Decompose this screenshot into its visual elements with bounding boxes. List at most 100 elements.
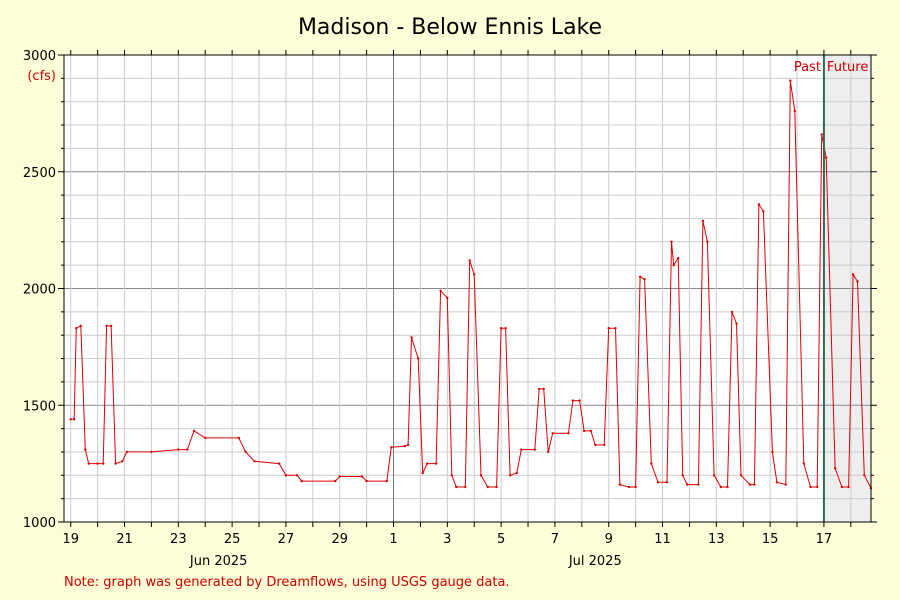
flow-data-point [406,443,410,447]
y-tick-label: 3000 [23,49,56,64]
flow-data-point [114,462,117,465]
flow-data-point [468,259,471,262]
flow-data-point [571,399,575,402]
flow-data-point [701,219,705,222]
flow-data-point [739,474,743,477]
flow-data-point [771,450,774,454]
x-tick-label: 21 [116,532,133,547]
flow-data-point [192,429,196,433]
y-tick-label: 1000 [23,516,56,531]
flow-data-point [656,481,660,484]
flow-data-point [426,462,429,465]
flow-data-point [473,273,476,276]
y-tick-label: 2000 [23,283,56,298]
flow-data-point [614,327,617,330]
flow-data-point [417,357,420,360]
flow-data-point [450,474,453,477]
flow-data-point [87,462,90,465]
flow-data-point [338,475,341,478]
flow-data-point [672,263,675,267]
flow-data-point [589,429,592,433]
flow-data-point [730,310,734,314]
flow-data-point [578,399,581,402]
flow-data-point [762,210,765,213]
flow-data-point [638,275,642,278]
flow-data-point [177,448,180,451]
flow-data-point [455,485,458,489]
flow-data-point [69,418,72,421]
x-month-label: Jun 2025 [189,554,248,569]
flow-data-point [802,462,805,465]
flow-data-point [551,432,554,435]
flow-data-point [677,256,680,260]
flow-data-point [72,418,76,421]
flow-data-point [686,483,689,486]
flow-data-point [712,474,716,477]
flow-data-point [567,432,570,435]
flow-series-points [69,79,873,490]
flow-data-point [421,471,424,475]
flow-data-point [840,485,844,489]
flow-data-point [603,443,606,447]
flow-series-line [70,80,872,489]
flow-data-point [390,446,393,449]
x-tick-label: 5 [497,532,505,547]
flow-data-point [479,474,483,477]
flow-data-point [79,324,83,328]
flow-data-point [650,462,653,465]
past-label: Past [794,60,821,75]
flow-data-point [446,296,449,299]
y-tick-label: 2500 [23,166,56,181]
flow-data-point [334,479,337,483]
x-tick-label: 7 [551,532,559,547]
flow-data-point [244,450,247,454]
flow-data-point [816,485,819,489]
flow-data-point [851,273,855,276]
chart-title: Madison - Below Ennis Lake [298,15,602,40]
x-tick-label: 15 [762,532,779,547]
flow-data-point [125,450,128,454]
flow-data-point [670,240,673,243]
flow-data-point [789,79,792,82]
x-tick-label: 23 [170,532,187,547]
flow-data-point [439,289,442,292]
flow-data-point [735,322,738,325]
flow-data-point [121,460,124,463]
y-axis-unit: (cfs) [27,69,56,84]
flow-data-point [365,479,368,483]
flow-data-point [464,485,467,489]
flow-data-point [748,483,752,486]
footnote: Note: graph was generated by Dreamflows,… [64,575,510,590]
x-tick-label: 1 [389,532,397,547]
flow-data-point [186,448,189,451]
y-axis: 1000 1500 2000 2500 3000 [23,49,877,531]
flow-data-point [486,485,489,489]
x-tick-label: 25 [224,532,241,547]
flow-data-point [520,448,523,451]
flow-data-point [109,324,113,328]
flow-data-point [538,387,541,391]
flow-data-point [533,448,536,451]
flow-data-point [75,327,78,330]
flow-data-point [385,479,388,483]
flow-data-point [856,280,859,283]
flow-data-point [634,485,637,489]
y-tick-label: 1500 [23,399,56,414]
flow-data-point [508,474,512,477]
flow-data-point [499,327,503,330]
flow-data-point [295,474,299,477]
flow-data-point [627,485,631,489]
flow-data-point [681,474,684,477]
x-tick-label: 27 [278,532,295,547]
flow-data-point [284,474,288,477]
x-tick-label: 13 [708,532,725,547]
flow-data-point [833,467,837,470]
x-tick-label: 19 [62,532,79,547]
flow-data-point [515,471,518,475]
flow-data-point [495,485,498,489]
flow-data-point [105,324,108,328]
x-tick-label: 11 [654,532,671,547]
flow-data-point [784,483,787,486]
flow-data-point [665,481,669,484]
flow-data-point [102,462,105,465]
